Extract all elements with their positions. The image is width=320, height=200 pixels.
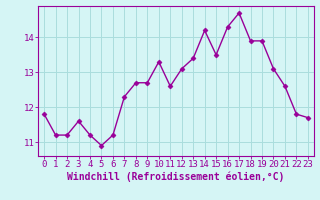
X-axis label: Windchill (Refroidissement éolien,°C): Windchill (Refroidissement éolien,°C) (67, 172, 285, 182)
